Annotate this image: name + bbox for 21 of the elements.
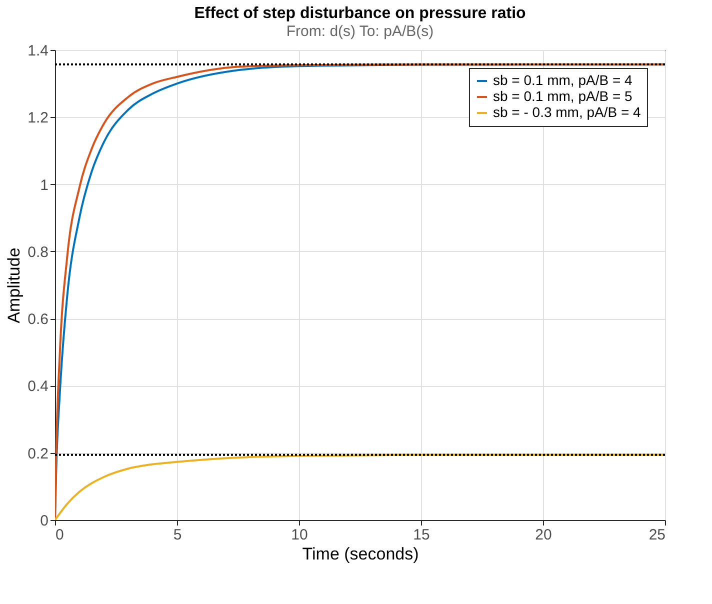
x-tick-label: 5 [173,526,182,544]
y-axis-title: Amplitude [4,248,24,324]
x-tick-label: 20 [535,526,552,544]
y-tick-label: 1 [40,176,48,194]
y-tick-label: 0.4 [28,378,48,396]
x-tick-label: 0 [56,526,64,544]
x-tick-label: 15 [413,526,430,544]
legend-label: sb = 0.1 mm, pA/B = 5 [493,88,633,104]
x-tick-label: 25 [648,526,666,544]
x-tick-label: 10 [291,526,308,544]
y-tick-label: 0.2 [28,445,48,462]
chart-subtitle: From: d(s) To: pA/B(s) [286,23,434,40]
x-axis-title: Time (seconds) [302,544,419,564]
chart-title: Effect of step disturbance on pressure ratio [194,5,526,22]
y-tick-label: 1.2 [28,110,48,127]
legend-label: sb = - 0.3 mm, pA/B = 4 [493,104,642,120]
y-tick-label: 0.8 [28,244,48,261]
y-tick-label: 1.4 [28,42,48,60]
y-tick-label: 0 [40,512,48,530]
y-tick-label: 0.6 [28,311,48,328]
legend-label: sb = 0.1 mm, pA/B = 4 [493,72,633,88]
